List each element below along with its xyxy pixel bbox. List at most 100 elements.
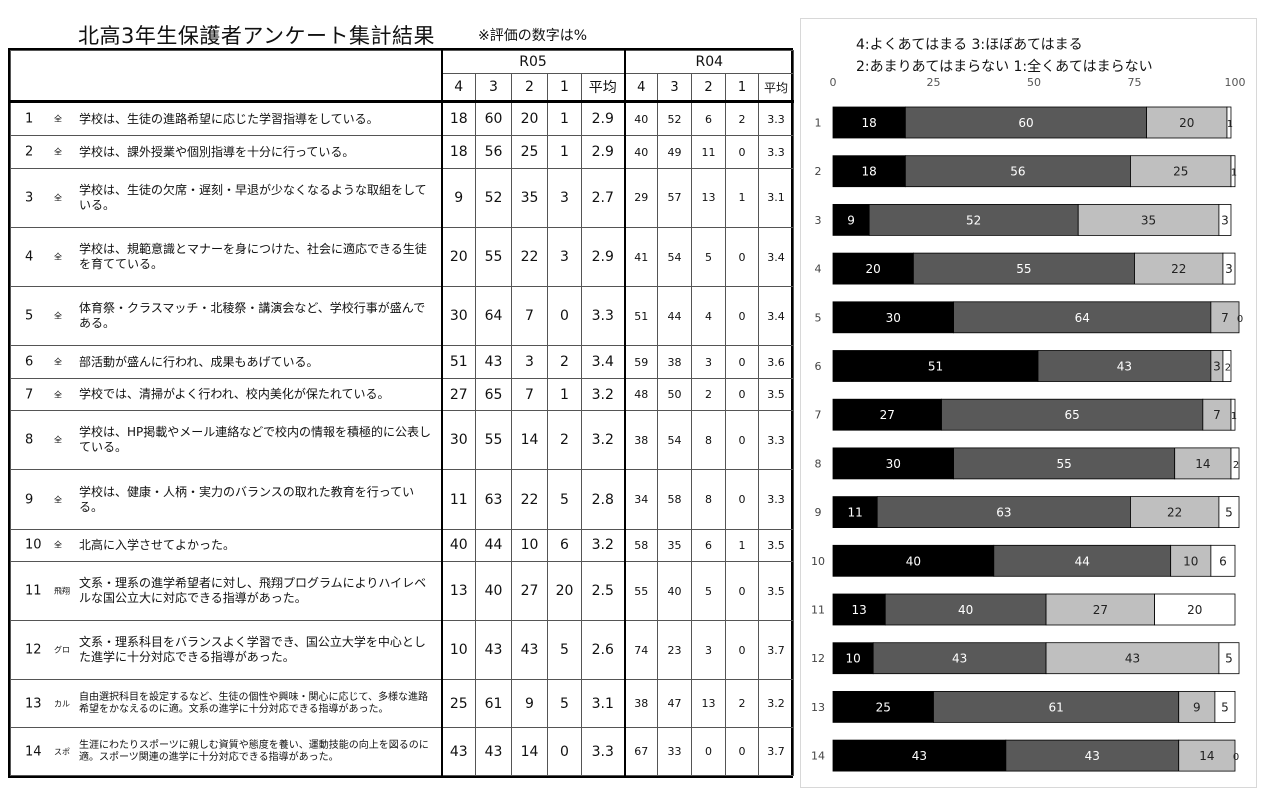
r05-average: 3.1 (580, 679, 626, 729)
bar-segment (832, 398, 942, 431)
data-label: 25 (876, 700, 891, 714)
question-cell: 3 全 学校は、生徒の欠席・遅刻・早退が少なくなるような取組をしている。 (10, 167, 442, 229)
r04-value: 0 (725, 410, 760, 471)
r04-average: 3.6 (758, 345, 795, 379)
r05-average: 2.6 (580, 620, 626, 681)
r04-value: 6 (691, 528, 727, 563)
r04-value: 35 (657, 528, 693, 563)
question-tag: グロ (54, 645, 70, 655)
bar-segment (953, 447, 1176, 480)
r04-value: 0 (725, 727, 760, 776)
r05-average: 2.7 (580, 167, 626, 229)
question-cell: 8 全 学校は、HP掲載やメール連絡などで校内の情報を積極的に公表している。 (10, 410, 442, 471)
bar-segment (1214, 691, 1236, 723)
r04-value: 38 (657, 345, 693, 379)
bar-segment (1077, 203, 1220, 236)
r05-average: 2.9 (580, 100, 626, 137)
question-text: 学校は、生徒の欠席・遅刻・早退が少なくなるような取組をしている。 (79, 182, 427, 212)
r04-value: 38 (623, 679, 659, 729)
x-tick-label: 50 (1027, 76, 1041, 89)
question-cell: 14 スポ 生涯にわたりスポーツに親しむ資質や態度を養い、運動技能の向上を図るのに適… (10, 727, 442, 776)
r05-value: 61 (475, 679, 512, 729)
r04-value: 58 (657, 469, 693, 530)
bar-segment (1218, 496, 1240, 529)
r05-value: 18 (440, 135, 476, 169)
category-label: 7 (815, 409, 822, 422)
table-row: 5 全体育祭・クラスマッチ・北稜祭・講演会など、学校行事が盛んである。 30 64 7 0… (10, 286, 795, 347)
table-row: 10 全北高に入学させてよかった。 40 44 10 6 3.2 58 35 6 1 3.5 (10, 528, 795, 563)
r05-value: 20 (511, 100, 548, 137)
r04-value: 0 (725, 286, 760, 347)
data-label: 3 (1213, 360, 1221, 374)
data-label: 9 (847, 213, 855, 227)
question-number: 11 (25, 583, 42, 599)
bar-segment (1134, 252, 1224, 285)
r05-value: 11 (440, 469, 476, 530)
data-label: 11 (847, 506, 862, 520)
r05-value: 22 (511, 226, 548, 288)
data-label: 30 (886, 457, 901, 471)
bar-segment (1037, 350, 1212, 382)
r04-value: 44 (657, 286, 693, 347)
data-label: 61 (1048, 700, 1063, 714)
r05-value: 14 (511, 410, 548, 471)
r05-value: 0 (547, 286, 582, 347)
r04-value: 40 (657, 561, 693, 622)
data-label: 1 (1231, 411, 1237, 422)
question-text: 体育祭・クラスマッチ・北稜祭・講演会など、学校行事が盛んである。 (79, 301, 426, 331)
r05-value: 27 (511, 561, 548, 622)
r04-value: 49 (657, 135, 693, 169)
question-text: 文系・理系科目をバランスよく学習でき、国公立大学を中心とした進学に十分対応できる… (79, 635, 426, 665)
data-label: 43 (952, 652, 967, 666)
question-cell: 12 グロ 文系・理系科目をバランスよく学習でき、国公立大学を中心とした進学に十分対… (10, 620, 442, 681)
r05-value: 52 (475, 167, 512, 229)
category-label: 5 (815, 311, 822, 324)
bar-segment (832, 106, 906, 139)
question-cell: 7 全 学校では、清掃がよく行われ、校内美化が保たれている。 (10, 377, 442, 412)
r05-value: 5 (547, 679, 582, 729)
r05-value: 20 (547, 561, 582, 622)
col-r04-1: 1 (725, 73, 760, 102)
r05-value: 30 (440, 410, 476, 471)
data-label: 10 (845, 652, 860, 666)
r05-value: 14 (511, 727, 548, 776)
table-row: 6 全部活動が盛んに行われ、成果もあげている。 51 43 3 2 3.4 59 38 3 0 3.6 (10, 345, 795, 379)
r05-value: 60 (475, 100, 512, 137)
x-tick-label: 0 (830, 76, 837, 89)
r05-average: 3.2 (580, 528, 626, 563)
bar-segment (941, 398, 1204, 431)
bar-segment (1178, 691, 1216, 723)
question-text: 部活動が盛んに行われ、成果もあげている。 (79, 354, 319, 369)
legend-line-1: 4:よくあてはまる 3:ほぼあてはまる (856, 37, 1083, 53)
category-label: 12 (811, 652, 825, 665)
r04-value: 41 (623, 226, 659, 288)
question-tag: 全 (54, 435, 62, 445)
data-label: 1 (1227, 119, 1233, 130)
header-r04: R04 (623, 50, 795, 74)
r05-average: 3.4 (580, 345, 626, 379)
r05-average: 3.3 (580, 286, 626, 347)
bar-segment (904, 155, 1131, 188)
question-text: 学校では、清掃がよく行われ、校内美化が保たれている。 (79, 387, 390, 402)
question-tag: 全 (54, 495, 62, 505)
data-label: 27 (1093, 603, 1108, 617)
r05-value: 56 (475, 135, 512, 169)
data-label: 60 (1018, 116, 1033, 130)
r05-value: 43 (440, 727, 476, 776)
question-number: 12 (25, 642, 42, 658)
r04-value: 57 (657, 167, 693, 229)
bar-segment (1154, 593, 1236, 626)
r04-value: 59 (623, 345, 659, 379)
data-label: 22 (1167, 506, 1182, 520)
r04-value: 5 (691, 561, 727, 622)
r05-average: 3.3 (580, 727, 626, 776)
r04-average: 3.3 (758, 469, 795, 530)
table-row: 12 グロ 文系・理系科目をバランスよく学習でき、国公立大学を中心とした進学に十分対… (10, 620, 795, 681)
bar-segment (1222, 350, 1232, 382)
col-r04-4: 4 (623, 73, 659, 102)
data-label: 51 (928, 360, 943, 374)
r05-value: 3 (547, 226, 582, 288)
question-cell: 13 カル 自由選択科目を設定するなど、生徒の個性や興味・関心に応じて、多様な進路希… (10, 679, 442, 729)
bar-segment (993, 544, 1172, 577)
